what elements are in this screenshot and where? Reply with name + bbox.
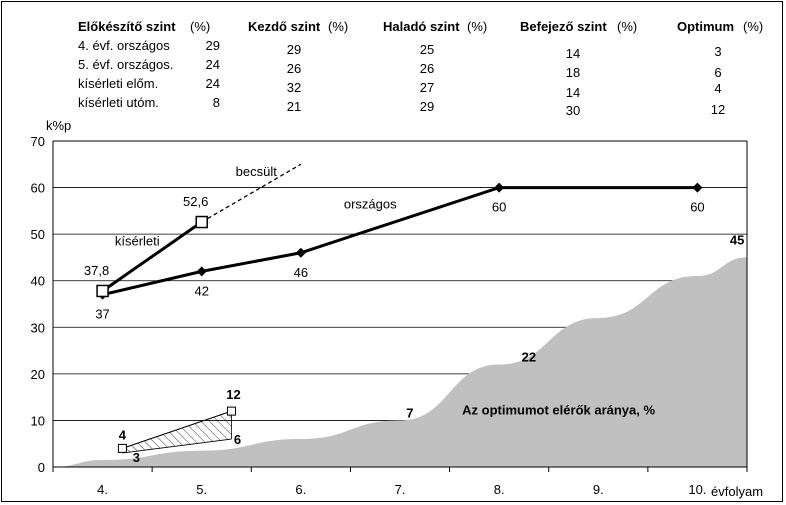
experimental-marker-0	[96, 284, 109, 298]
table-row-0-label: 4. évf. országos	[78, 38, 170, 53]
table-row-1-cell-2: 26	[420, 61, 434, 76]
y-tick-label-4: 40	[31, 274, 45, 289]
table-row-1-cell-0: 24	[206, 57, 220, 72]
x-tick-label-1: 5.	[196, 482, 207, 497]
national-marker-1	[196, 266, 207, 277]
optimum-area-label-2: 7	[406, 405, 413, 420]
national-series-label: országos	[344, 197, 397, 212]
table-row-3-cell-3: 30	[566, 103, 580, 118]
plot-area: 0 10 20 30 40 50 60 70 45 22 7 Az optimumot elérők …	[31, 118, 764, 499]
experimental-optimum-label-2: 4	[119, 427, 127, 442]
table-row-2-cell-2: 27	[420, 80, 434, 95]
experimental-optimum-label-1: 6	[234, 432, 241, 447]
experimental-optimum-bottom-line	[122, 438, 232, 454]
y-tick-label-2: 20	[31, 367, 45, 382]
table-row-3-label: kísérleti utóm.	[78, 95, 159, 110]
table-row-3-cell-0: 8	[213, 95, 220, 110]
table-header-3-unit: (%)	[617, 19, 637, 34]
x-tick-label-0: 4.	[97, 482, 108, 497]
table-header-2: Haladó szint	[383, 19, 460, 34]
experimental-data-label-1: 52,6	[183, 194, 208, 209]
estimate-label: becsült	[236, 164, 278, 179]
table-row-2-label: kísérleti előm.	[78, 76, 158, 91]
table-row-3-cell-4: 12	[711, 102, 725, 117]
experimental-line	[101, 220, 203, 293]
experimental-optimum-hatch	[122, 411, 232, 454]
table-header-4: Optimum	[677, 19, 734, 34]
optimum-area-name: Az optimumot elérők aránya, %	[462, 402, 655, 417]
table-row-2-cell-1: 32	[287, 80, 301, 95]
table-row-3-cell-2: 29	[420, 99, 434, 114]
table-row-1-cell-4: 6	[714, 65, 721, 80]
national-data-label-4: 60	[690, 200, 704, 215]
optimum-area	[53, 257, 747, 467]
x-tick-label-2: 6.	[295, 482, 306, 497]
table-row-2-cell-3: 14	[566, 85, 580, 100]
table-row-2-cell-4: 4	[714, 81, 721, 96]
y-axis-label: k%p	[46, 118, 71, 133]
table-row-0-cell-3: 14	[566, 46, 580, 61]
table-row-0-cell-2: 25	[420, 42, 434, 57]
estimate-line	[201, 163, 302, 223]
table-header-0-unit: (%)	[190, 19, 210, 34]
experimental-optimum-marker-0	[117, 443, 127, 453]
table-header-1: Kezdő szint	[248, 19, 321, 34]
table-row-2-cell-0: 24	[206, 76, 220, 91]
national-data-label-3: 60	[492, 200, 506, 215]
table-header-0: Előkészítő szint	[78, 19, 176, 34]
experimental-optimum-marker-1	[226, 406, 236, 416]
y-tick-label-3: 30	[31, 320, 45, 335]
y-tick-label-7: 70	[31, 134, 45, 149]
national-data-label-1: 42	[194, 283, 208, 298]
y-tick-label-0: 0	[38, 460, 45, 475]
data-table: Előkészítő szint (%) Kezdő szint (%) Hal…	[78, 19, 763, 118]
x-tick-label-3: 7.	[395, 482, 406, 497]
experimental-optimum-label-0: 3	[133, 450, 140, 465]
table-row-0-cell-0: 29	[206, 38, 220, 53]
national-data-label-2: 46	[294, 265, 308, 280]
x-tick-label-5: 9.	[593, 482, 604, 497]
table-header-2-unit: (%)	[467, 19, 487, 34]
experimental-data-label-0: 37,8	[84, 263, 109, 278]
optimum-area-label-1: 22	[522, 350, 536, 365]
y-tick-label-6: 60	[31, 181, 45, 196]
table-header-3: Befejező szint	[520, 19, 607, 34]
table-header-4-unit: (%)	[743, 19, 763, 34]
national-marker-4	[692, 182, 703, 193]
experimental-optimum-label-3: 12	[226, 387, 240, 402]
experimental-series-label: kísérleti	[115, 233, 160, 248]
experimental-marker-1	[195, 215, 208, 229]
experimental-optimum-top-line	[122, 410, 232, 449]
table-row-1-label: 5. évf. országos.	[78, 57, 173, 72]
optimum-area-label-0: 45	[730, 232, 744, 247]
table-header-1-unit: (%)	[328, 19, 348, 34]
y-tick-label-1: 10	[31, 413, 45, 428]
table-row-0-cell-4: 3	[714, 44, 721, 59]
table-row-3-cell-1: 21	[287, 99, 301, 114]
x-axis-label: évfolyam	[711, 484, 763, 499]
table-row-0-cell-1: 29	[287, 42, 301, 57]
y-tick-label-5: 50	[31, 227, 45, 242]
national-marker-3	[494, 182, 505, 193]
x-tick-label-4: 8.	[494, 482, 505, 497]
national-marker-2	[295, 247, 306, 258]
table-row-1-cell-1: 26	[287, 61, 301, 76]
national-data-label-0: 37	[95, 307, 109, 322]
x-tick-label-6: 10.	[688, 482, 706, 497]
table-row-1-cell-3: 18	[566, 65, 580, 80]
